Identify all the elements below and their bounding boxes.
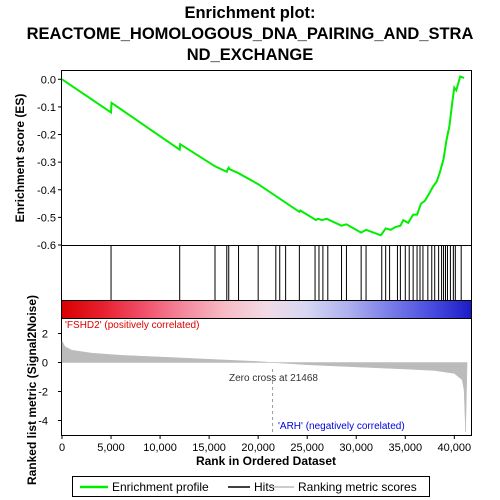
es-y-tick-label: -0.6 — [37, 240, 56, 252]
x-tick-label: 30,000 — [339, 442, 373, 454]
metric-y-axis: 2 0 -2 -4 — [38, 329, 62, 428]
gradient-rect — [62, 301, 471, 318]
x-tick-label: 40,000 — [437, 442, 471, 454]
gradient-bar — [62, 301, 471, 318]
metric-y-tick-label: 2 — [42, 329, 48, 341]
es-y-tick-label: -0.4 — [37, 185, 56, 197]
x-tick-label: 15,000 — [192, 442, 226, 454]
legend-hits-label: Hits — [254, 480, 275, 494]
x-tick-label: 25,000 — [290, 442, 324, 454]
es-y-tick-label: 0.0 — [41, 74, 56, 86]
metric-area-group — [61, 340, 468, 435]
x-axis-label: Rank in Ordered Dataset — [196, 454, 336, 468]
metric-panel-frame — [61, 318, 472, 436]
metric-area — [61, 340, 468, 433]
chart-title-line-3: ND_EXCHANGE — [187, 46, 314, 64]
x-tick-label: 10,000 — [143, 442, 177, 454]
x-axis: 0 5,000 10,000 15,000 20,000 25,000 30,000 35,0… — [59, 435, 471, 454]
metric-y-tick-label: -2 — [38, 387, 48, 399]
metric-y-tick-label: 0 — [42, 358, 48, 370]
es-y-axis-label: Enrichment score (ES) — [13, 94, 27, 223]
legend-box — [72, 476, 430, 497]
metric-y-tick-label: -4 — [38, 416, 48, 428]
es-y-tick-label: -0.2 — [37, 130, 56, 142]
x-tick-label: 0 — [59, 442, 65, 454]
hits-group — [110, 246, 462, 300]
negative-correlated-label: 'ARH' (negatively correlated) — [278, 421, 405, 432]
zero-cross-label: Zero cross at 21468 — [229, 373, 318, 384]
x-tick-label: 5,000 — [97, 442, 125, 454]
es-y-tick-label: -0.1 — [37, 102, 56, 114]
chart-title-line-2: REACTOME_HOMOLOGOUS_DNA_PAIRING_AND_STRA — [27, 25, 474, 43]
legend: Enrichment profile Hits Ranking metric s… — [72, 476, 430, 497]
metric-y-axis-label: Ranked list metric (Signal2Noise) — [25, 295, 39, 485]
es-line-group — [61, 75, 465, 237]
es-y-tick-label: -0.5 — [37, 212, 56, 224]
es-line — [61, 75, 465, 237]
legend-metric-label: Ranking metric scores — [298, 480, 417, 494]
es-y-tick-label: -0.3 — [37, 157, 56, 169]
positive-correlated-label: 'FSHD2' (positively correlated) — [65, 320, 199, 331]
hits-panel-frame — [61, 245, 472, 301]
x-tick-label: 35,000 — [388, 442, 422, 454]
chart-title-line-1: Enrichment plot: — [184, 4, 315, 22]
legend-enrichment-label: Enrichment profile — [112, 480, 209, 494]
es-y-axis: 0.0 -0.1 -0.2 -0.3 -0.4 -0.5 -0.6 — [37, 74, 62, 252]
x-tick-label: 20,000 — [241, 442, 275, 454]
